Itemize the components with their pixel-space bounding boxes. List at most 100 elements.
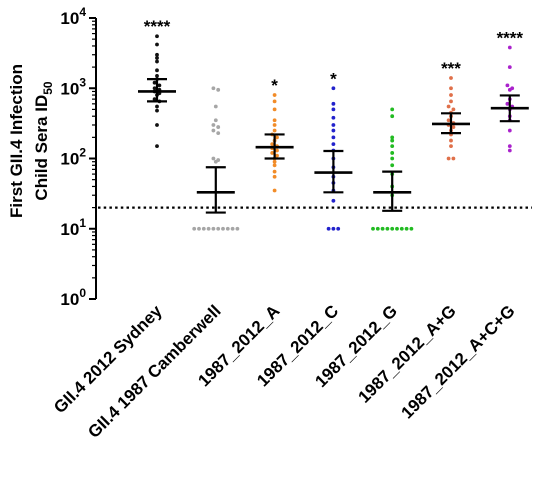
data-point xyxy=(331,142,336,147)
data-point xyxy=(197,226,201,231)
data-point xyxy=(221,226,225,231)
series-group: *** xyxy=(432,59,470,161)
data-point xyxy=(211,128,216,133)
y-axis-title-line2: Child Sera ID50 xyxy=(32,81,55,200)
y-tick-label-base: 10 xyxy=(60,79,79,98)
data-point xyxy=(272,93,277,97)
y-axis-title-line1: First GII.4 Infection xyxy=(7,64,26,218)
data-point xyxy=(230,226,235,231)
data-point xyxy=(399,226,404,231)
y-tick-label-base: 10 xyxy=(60,290,79,309)
data-point xyxy=(216,125,221,129)
data-point xyxy=(192,226,197,231)
data-point xyxy=(275,153,279,158)
data-point xyxy=(152,80,157,85)
data-point xyxy=(216,131,221,135)
series-group: * xyxy=(314,69,353,231)
y-tick-label-exponent: 3 xyxy=(79,75,86,89)
series-group: **** xyxy=(138,17,176,149)
data-point xyxy=(272,159,277,164)
y-tick-label-exponent: 4 xyxy=(79,5,86,19)
data-point xyxy=(272,128,277,133)
data-point xyxy=(331,123,336,127)
data-point xyxy=(272,118,277,123)
data-point xyxy=(152,97,157,102)
data-point xyxy=(331,101,336,106)
data-point xyxy=(155,34,159,39)
data-point xyxy=(390,138,395,143)
data-point xyxy=(155,123,159,127)
data-point xyxy=(270,142,275,147)
data-point xyxy=(507,148,512,153)
data-point xyxy=(155,144,159,149)
data-point xyxy=(446,118,451,123)
data-point xyxy=(206,226,211,231)
data-point xyxy=(451,107,456,112)
data-point xyxy=(331,226,336,231)
y-tick-label-base: 10 xyxy=(60,150,79,169)
data-point xyxy=(507,45,512,50)
data-point xyxy=(409,226,414,231)
data-point xyxy=(371,226,375,231)
data-point xyxy=(211,226,216,231)
data-point xyxy=(275,135,279,140)
data-point xyxy=(451,156,456,161)
data-point xyxy=(390,135,395,140)
data-point xyxy=(155,68,159,73)
data-point xyxy=(211,86,216,91)
data-point xyxy=(270,151,275,155)
data-point xyxy=(272,107,277,112)
data-point xyxy=(155,56,159,60)
data-point xyxy=(395,226,399,231)
data-point xyxy=(155,42,159,47)
data-point xyxy=(326,226,331,231)
data-point xyxy=(404,226,409,231)
y-tick-label-exponent: 2 xyxy=(79,146,86,160)
data-point xyxy=(331,128,336,133)
data-point xyxy=(390,144,395,149)
data-point xyxy=(157,83,162,88)
data-point xyxy=(331,86,336,91)
y-axis-title-subscript: 50 xyxy=(41,81,55,95)
data-point xyxy=(385,226,390,231)
data-point xyxy=(213,118,218,123)
data-point xyxy=(336,226,341,231)
data-point xyxy=(272,169,277,174)
data-point xyxy=(272,163,277,168)
data-point xyxy=(390,163,395,168)
data-point xyxy=(449,86,453,91)
data-point xyxy=(507,87,512,92)
data-point xyxy=(155,73,159,78)
data-point xyxy=(152,86,157,91)
data-point xyxy=(451,125,456,129)
data-point xyxy=(507,144,512,149)
data-point xyxy=(275,148,279,153)
y-tick-label-base: 10 xyxy=(60,220,79,239)
x-category-label: 1987_2012_A+C+G xyxy=(398,301,519,422)
significance-label: * xyxy=(330,69,337,88)
data-point xyxy=(331,198,336,203)
y-tick-label-base: 10 xyxy=(60,9,79,28)
y-axis-title-main: Child Sera ID xyxy=(32,95,51,201)
data-point xyxy=(331,107,336,112)
data-point xyxy=(213,104,218,109)
data-point xyxy=(272,99,277,104)
y-tick-label: 103 xyxy=(60,75,86,98)
significance-label: **** xyxy=(497,29,524,48)
data-point xyxy=(155,52,159,57)
data-point xyxy=(155,108,159,113)
data-point xyxy=(507,128,512,133)
data-point xyxy=(201,226,206,231)
series-group xyxy=(371,107,414,231)
data-point xyxy=(505,83,510,88)
data-point xyxy=(505,101,510,106)
y-tick-label: 102 xyxy=(60,146,86,169)
data-point xyxy=(155,104,159,109)
data-point xyxy=(449,99,453,104)
data-point xyxy=(225,226,230,231)
data-point xyxy=(446,156,451,161)
data-point xyxy=(272,174,277,179)
y-tick-label: 104 xyxy=(60,5,86,28)
x-category-label: GII.4 2012 Sydney xyxy=(50,301,166,417)
